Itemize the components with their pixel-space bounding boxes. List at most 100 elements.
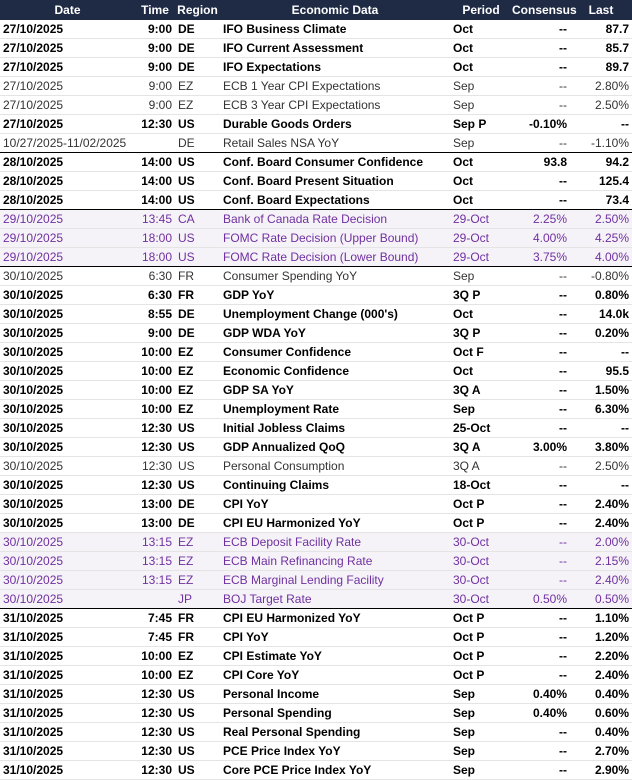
last-cell: 0.60% [570, 703, 632, 723]
region-cell: US [175, 228, 220, 248]
time-cell: 10:00 [135, 399, 175, 419]
economic-data-cell: Consumer Spending YoY [220, 266, 450, 286]
economic-data-cell: FOMC Rate Decision (Upper Bound) [220, 228, 450, 248]
table-row: 29/10/2025 18:00 US FOMC Rate Decision (Low… [0, 247, 632, 267]
table-row: 31/10/2025 10:00 EZ CPI Estimate YoY Oct P --… [0, 646, 632, 666]
table-row: 27/10/2025 9:00 DE IFO Business Climate Oct -… [0, 20, 632, 39]
time-cell: 10:00 [135, 361, 175, 381]
consensus-cell: -- [512, 494, 570, 514]
time-cell: 6:30 [135, 266, 175, 286]
table-row: 30/10/2025 8:55 DE Unemployment Change (000… [0, 304, 632, 324]
consensus-cell: -- [512, 646, 570, 666]
date-cell: 31/10/2025 [0, 703, 135, 723]
last-cell: 0.50% [570, 589, 632, 609]
region-cell: FR [175, 627, 220, 647]
date-cell: 30/10/2025 [0, 513, 135, 533]
period-cell: Sep P [450, 114, 512, 134]
region-cell: JP [175, 589, 220, 609]
region-cell: DE [175, 513, 220, 533]
date-cell: 30/10/2025 [0, 380, 135, 400]
last-cell: 2.80% [570, 76, 632, 96]
region-cell: US [175, 475, 220, 495]
period-cell: 18-Oct [450, 475, 512, 495]
time-cell: 18:00 [135, 247, 175, 267]
last-cell: 2.20% [570, 646, 632, 666]
time-cell: 10:00 [135, 342, 175, 362]
last-cell: 4.25% [570, 228, 632, 248]
economic-data-cell: ECB 3 Year CPI Expectations [220, 95, 450, 115]
table-row: 28/10/2025 14:00 US Conf. Board Expectation… [0, 190, 632, 210]
period-cell: 3Q P [450, 285, 512, 305]
table-row: 27/10/2025 9:00 EZ ECB 3 Year CPI Expectati… [0, 95, 632, 115]
consensus-cell: 0.40% [512, 684, 570, 704]
date-cell: 31/10/2025 [0, 760, 135, 780]
date-cell: 29/10/2025 [0, 247, 135, 267]
consensus-cell: -- [512, 760, 570, 780]
time-cell: 14:00 [135, 171, 175, 191]
last-cell: -- [570, 418, 632, 438]
date-cell: 30/10/2025 [0, 285, 135, 305]
region-cell: DE [175, 304, 220, 324]
consensus-cell: 0.40% [512, 703, 570, 723]
consensus-cell: -- [512, 190, 570, 210]
last-cell: -- [570, 475, 632, 495]
consensus-cell: -- [512, 133, 570, 153]
consensus-cell: -- [512, 418, 570, 438]
period-cell: Oct P [450, 513, 512, 533]
region-cell: EZ [175, 551, 220, 571]
time-cell: 6:30 [135, 285, 175, 305]
date-cell: 27/10/2025 [0, 114, 135, 134]
consensus-cell: -- [512, 38, 570, 58]
economic-data-cell: Conf. Board Present Situation [220, 171, 450, 191]
region-cell: FR [175, 266, 220, 286]
region-cell: US [175, 418, 220, 438]
date-cell: 30/10/2025 [0, 342, 135, 362]
table-row: 31/10/2025 12:30 US PCE Price Index YoY Sep -… [0, 741, 632, 761]
consensus-cell: -- [512, 171, 570, 191]
time-cell: 13:00 [135, 494, 175, 514]
time-cell: 12:30 [135, 741, 175, 761]
period-cell: Sep [450, 703, 512, 723]
date-cell: 30/10/2025 [0, 266, 135, 286]
period-cell: Oct [450, 171, 512, 191]
table-row: 30/10/2025 10:00 EZ Consumer Confidence Oct … [0, 342, 632, 362]
time-cell: 14:00 [135, 152, 175, 172]
time-cell: 10:00 [135, 665, 175, 685]
last-cell: 0.40% [570, 684, 632, 704]
period-cell: Oct [450, 190, 512, 210]
consensus-cell: 0.50% [512, 589, 570, 609]
table-row: 28/10/2025 14:00 US Conf. Board Present Sit… [0, 171, 632, 191]
region-cell: DE [175, 20, 220, 39]
consensus-cell: -- [512, 456, 570, 476]
table-row: 31/10/2025 7:45 FR CPI YoY Oct P -- 1.20% [0, 627, 632, 647]
date-cell: 30/10/2025 [0, 456, 135, 476]
time-cell: 12:30 [135, 684, 175, 704]
date-cell: 27/10/2025 [0, 20, 135, 39]
period-cell: Oct P [450, 646, 512, 666]
table-row: 30/10/2025 12:30 US Continuing Claims 18-Oct… [0, 475, 632, 495]
time-cell: 12:30 [135, 114, 175, 134]
last-cell: 2.00% [570, 532, 632, 552]
date-cell: 29/10/2025 [0, 209, 135, 229]
table-row: 29/10/2025 18:00 US FOMC Rate Decision (Upp… [0, 228, 632, 248]
last-cell: 89.7 [570, 57, 632, 77]
period-cell: 29-Oct [450, 228, 512, 248]
time-cell: 7:45 [135, 608, 175, 628]
region-cell: EZ [175, 95, 220, 115]
last-cell: 2.15% [570, 551, 632, 571]
period-cell: Oct [450, 304, 512, 324]
consensus-cell: -- [512, 266, 570, 286]
economic-data-cell: IFO Current Assessment [220, 38, 450, 58]
date-cell: 28/10/2025 [0, 152, 135, 172]
region-cell: EZ [175, 76, 220, 96]
table-row: 30/10/2025 13:00 DE CPI YoY Oct P -- 2.40% [0, 494, 632, 514]
date-cell: 10/27/2025-11/02/2025 [0, 133, 135, 153]
period-cell: 3Q A [450, 380, 512, 400]
economic-data-cell: ECB Marginal Lending Facility [220, 570, 450, 590]
economic-data-cell: ECB Deposit Facility Rate [220, 532, 450, 552]
economic-data-cell: GDP SA YoY [220, 380, 450, 400]
region-cell: DE [175, 494, 220, 514]
economic-data-cell: Unemployment Rate [220, 399, 450, 419]
